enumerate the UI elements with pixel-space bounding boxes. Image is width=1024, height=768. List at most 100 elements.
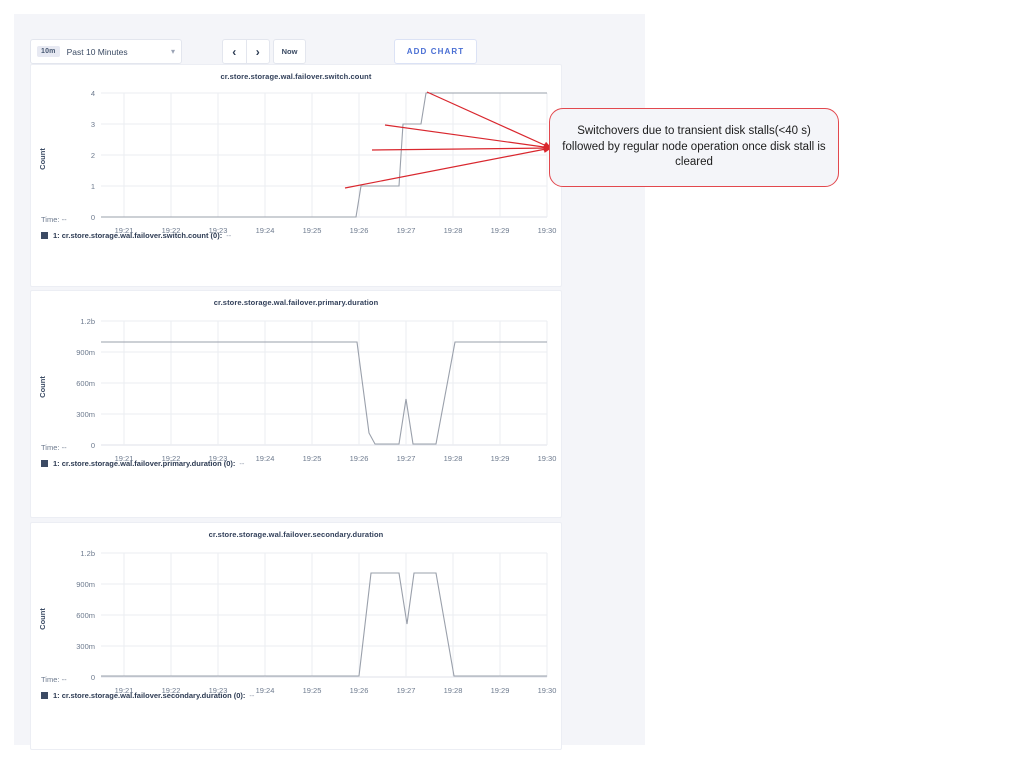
svg-text:19:27: 19:27	[397, 454, 416, 463]
svg-text:19:30: 19:30	[538, 226, 557, 235]
svg-text:1.2b: 1.2b	[80, 549, 95, 558]
y-axis-title: Count	[38, 376, 47, 398]
footer-time: Time: --	[41, 215, 571, 224]
svg-text:0: 0	[91, 673, 95, 682]
svg-text:19:30: 19:30	[538, 454, 557, 463]
chart-legend-item[interactable]: 1: cr.store.storage.wal.failover.switch.…	[41, 231, 571, 240]
series-line-0	[101, 572, 547, 677]
timescale-badge: 10m	[37, 46, 60, 57]
legend-label: 1: cr.store.storage.wal.failover.seconda…	[53, 691, 246, 700]
svg-text:19:27: 19:27	[397, 686, 416, 695]
svg-text:19:27: 19:27	[397, 226, 416, 235]
svg-text:3: 3	[91, 120, 95, 129]
y-axis-labels: 1.2b 900m 600m 300m 0	[76, 317, 95, 450]
chart-legend-item[interactable]: 1: cr.store.storage.wal.failover.seconda…	[41, 691, 571, 700]
svg-text:1.2b: 1.2b	[80, 317, 95, 326]
svg-text:19:25: 19:25	[303, 686, 322, 695]
y-axis-labels: 4 3 2 1 0	[91, 89, 95, 222]
footer-time: Time: --	[41, 675, 571, 684]
svg-text:19:29: 19:29	[491, 226, 510, 235]
chart-footer: Time: -- 1: cr.store.storage.wal.failove…	[41, 675, 571, 700]
legend-value: --	[249, 691, 255, 700]
next-time-button[interactable]: ›	[245, 40, 270, 63]
prev-time-button[interactable]: ‹	[232, 44, 237, 59]
legend-color-swatch	[41, 692, 48, 699]
svg-text:600m: 600m	[76, 379, 95, 388]
series-line-0	[101, 341, 547, 445]
chart-title: cr.store.storage.wal.failover.secondary.…	[208, 530, 384, 539]
chart-card[interactable]: cr.store.storage.wal.failover.switch.cou…	[30, 64, 562, 287]
chart-card[interactable]: cr.store.storage.wal.failover.secondary.…	[30, 522, 562, 750]
footer-time: Time: --	[41, 443, 571, 452]
chart-svg: 1.2b 900m 600m 300m 0 Count 19:21 19:22 …	[38, 317, 557, 463]
legend-value: --	[226, 231, 232, 240]
svg-text:19:21: 19:21	[115, 686, 134, 695]
timescale-label: Past 10 Minutes	[66, 46, 128, 57]
svg-text:300m: 300m	[76, 410, 95, 419]
footer-time-value: --	[61, 443, 67, 452]
svg-text:900m: 900m	[76, 580, 95, 589]
svg-text:19:24: 19:24	[256, 454, 275, 463]
svg-text:19:23: 19:23	[209, 686, 228, 695]
legend-color-swatch	[41, 460, 48, 467]
svg-text:0: 0	[91, 441, 95, 450]
svg-text:19:26: 19:26	[350, 454, 369, 463]
chart-plot-area[interactable]: 1.2b 900m 600m 300m 0 Count 19:21 19:22 …	[31, 539, 561, 717]
x-axis-labels: 19:21 19:22 19:23 19:24 19:25 19:26 19:2…	[115, 454, 557, 463]
svg-text:19:28: 19:28	[444, 686, 463, 695]
grid-lines	[101, 320, 548, 446]
grid-lines	[101, 552, 548, 678]
footer-time-value: --	[61, 215, 67, 224]
svg-text:19:21: 19:21	[115, 226, 134, 235]
svg-text:1: 1	[91, 182, 95, 191]
svg-text:19:26: 19:26	[350, 686, 369, 695]
chart-footer: Time: -- 1: cr.store.storage.wal.failove…	[41, 215, 571, 240]
chart-card[interactable]: cr.store.storage.wal.failover.primary.du…	[30, 290, 562, 518]
svg-text:900m: 900m	[76, 348, 95, 357]
svg-text:19:30: 19:30	[538, 686, 557, 695]
svg-text:2: 2	[91, 151, 95, 160]
chart-plot-area[interactable]: 1.2b 900m 600m 300m 0 Count 19:21 19:22 …	[31, 307, 561, 485]
now-button[interactable]: Now	[273, 39, 306, 64]
legend-color-swatch	[41, 232, 48, 239]
footer-time-value: --	[61, 675, 67, 684]
footer-time-label: Time:	[41, 675, 60, 684]
legend-value: --	[239, 459, 245, 468]
svg-text:4: 4	[91, 89, 95, 98]
chart-svg: 1.2b 900m 600m 300m 0 Count 19:21 19:22 …	[38, 549, 557, 695]
svg-text:19:22: 19:22	[162, 226, 181, 235]
dashboard-toolbar: 10m Past 10 Minutes ▾ ‹ › Now ADD CHART	[30, 39, 620, 64]
timescale-select[interactable]: 10m Past 10 Minutes ▾	[30, 39, 182, 64]
chevron-down-icon: ▾	[170, 46, 175, 56]
svg-text:19:28: 19:28	[444, 454, 463, 463]
annotation-text: Switchovers due to transient disk stalls…	[562, 125, 826, 169]
svg-text:19:26: 19:26	[350, 226, 369, 235]
legend-label: 1: cr.store.storage.wal.failover.switch.…	[53, 231, 223, 240]
time-nav-group: ‹ ›	[222, 39, 270, 64]
svg-text:300m: 300m	[76, 642, 95, 651]
svg-text:19:25: 19:25	[303, 454, 322, 463]
svg-text:19:29: 19:29	[491, 686, 510, 695]
chart-title: cr.store.storage.wal.failover.switch.cou…	[220, 72, 372, 81]
svg-text:19:22: 19:22	[162, 454, 181, 463]
svg-text:19:21: 19:21	[115, 454, 134, 463]
x-axis-labels: 19:21 19:22 19:23 19:24 19:25 19:26 19:2…	[115, 226, 557, 235]
footer-time-label: Time:	[41, 443, 60, 452]
grid-lines	[101, 92, 548, 218]
svg-text:19:28: 19:28	[444, 226, 463, 235]
svg-text:19:29: 19:29	[491, 454, 510, 463]
add-chart-button[interactable]: ADD CHART	[394, 39, 477, 64]
svg-text:19:24: 19:24	[256, 226, 275, 235]
footer-time-label: Time:	[41, 215, 60, 224]
svg-text:19:24: 19:24	[256, 686, 275, 695]
svg-text:0: 0	[91, 213, 95, 222]
y-axis-title: Count	[38, 148, 47, 170]
chart-footer: Time: -- 1: cr.store.storage.wal.failove…	[41, 443, 571, 468]
chart-legend-item[interactable]: 1: cr.store.storage.wal.failover.primary…	[41, 459, 571, 468]
svg-text:19:23: 19:23	[209, 226, 228, 235]
annotation-callout: Switchovers due to transient disk stalls…	[549, 108, 839, 187]
svg-text:19:23: 19:23	[209, 454, 228, 463]
y-axis-labels: 1.2b 900m 600m 300m 0	[76, 549, 95, 682]
legend-label: 1: cr.store.storage.wal.failover.primary…	[53, 459, 236, 468]
svg-text:19:22: 19:22	[162, 686, 181, 695]
